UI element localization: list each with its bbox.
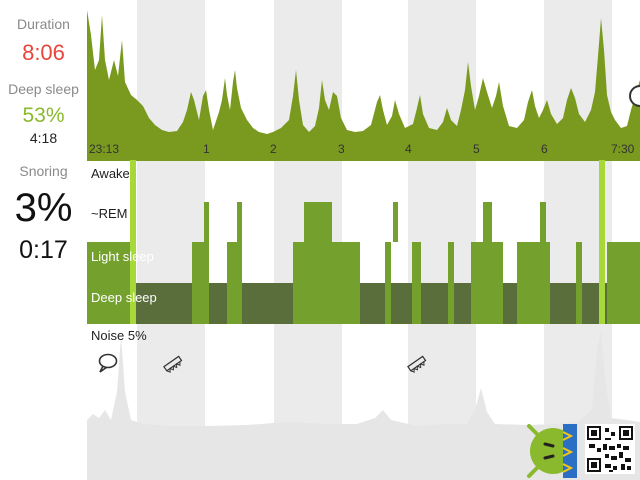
hypnogram: [87, 160, 640, 324]
level-rem-label: ~REM: [91, 206, 128, 221]
time-tick: 3: [338, 142, 345, 156]
stats-panel: Duration 8:06 Deep sleep 53% 4:18 Snorin…: [0, 0, 87, 480]
time-tick: 6: [541, 142, 548, 156]
actigraph-area: [87, 10, 640, 160]
deep-sleep-label: Deep sleep: [8, 81, 79, 97]
time-tick: 4: [405, 142, 412, 156]
noise-area: [87, 330, 640, 480]
snoring-time: 0:17: [19, 236, 68, 264]
clock-icon[interactable]: [629, 85, 640, 107]
speech-bubble-icon[interactable]: [97, 352, 119, 374]
time-tick: 7:30: [611, 142, 635, 156]
deep-sleep-time: 4:18: [29, 130, 58, 146]
sleep-graph[interactable]: 23:13 1 2 3 4 5 6 7:30 Awake ~REM Light …: [87, 0, 640, 480]
qr-code: [585, 424, 635, 474]
level-light-label: Light sleep: [91, 249, 154, 264]
snoring-label: Snoring: [19, 163, 68, 179]
time-tick: 2: [270, 142, 277, 156]
saw-icon[interactable]: [161, 352, 185, 376]
deep-sleep-percent: 53%: [22, 104, 65, 127]
time-tick: 5: [473, 142, 480, 156]
graph-canvas: [87, 0, 640, 480]
time-tick: 23:13: [89, 142, 120, 156]
level-deep-label: Deep sleep: [91, 290, 157, 305]
time-tick: 1: [203, 142, 210, 156]
noise-label: Noise 5%: [91, 328, 147, 343]
saw-icon[interactable]: [405, 352, 429, 376]
snoring-percent: 3%: [14, 186, 73, 230]
android-sleep-mascot: [527, 424, 577, 478]
level-awake-label: Awake: [91, 166, 130, 181]
duration-label: Duration: [17, 16, 70, 32]
duration-value: 8:06: [22, 40, 65, 65]
